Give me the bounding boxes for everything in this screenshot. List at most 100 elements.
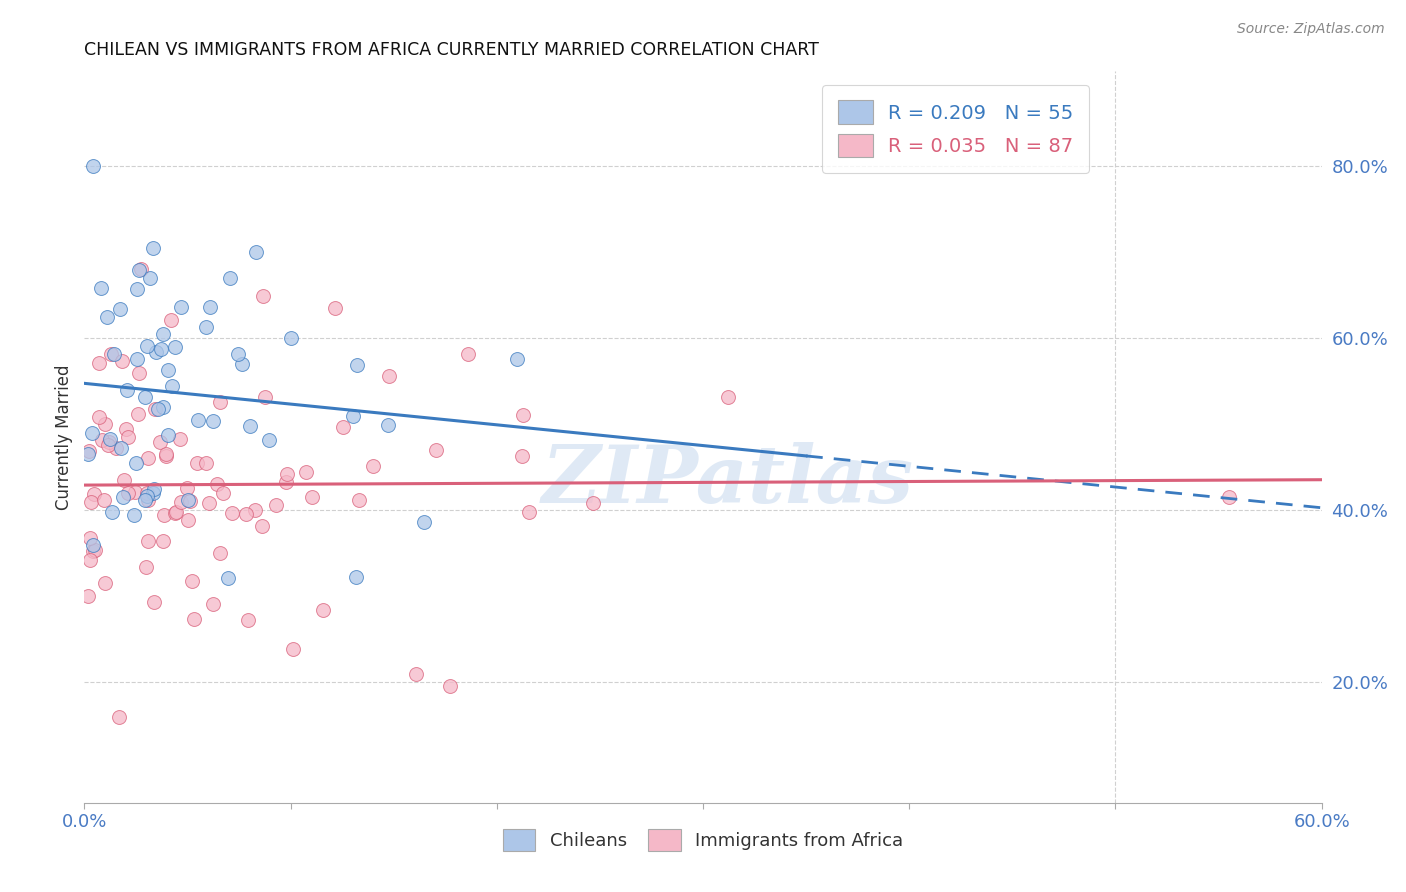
Point bbox=[439, 680, 461, 694]
Point bbox=[117, 430, 139, 444]
Point bbox=[79, 531, 101, 545]
Point bbox=[152, 400, 174, 414]
Point bbox=[1218, 490, 1240, 504]
Point bbox=[82, 425, 104, 440]
Point bbox=[163, 506, 186, 520]
Point bbox=[136, 534, 159, 549]
Point bbox=[183, 612, 205, 626]
Point bbox=[221, 506, 243, 520]
Point bbox=[181, 574, 204, 588]
Point bbox=[250, 519, 273, 533]
Point bbox=[125, 351, 148, 366]
Point bbox=[312, 603, 335, 617]
Point bbox=[152, 508, 174, 522]
Point bbox=[205, 476, 228, 491]
Point bbox=[127, 408, 149, 422]
Point bbox=[91, 433, 114, 447]
Y-axis label: Currently Married: Currently Married bbox=[55, 364, 73, 510]
Point bbox=[103, 347, 125, 361]
Point bbox=[77, 443, 100, 458]
Point bbox=[122, 508, 145, 523]
Point bbox=[143, 595, 166, 609]
Point bbox=[98, 432, 121, 446]
Point bbox=[139, 271, 162, 285]
Point bbox=[146, 402, 169, 417]
Point bbox=[125, 456, 148, 470]
Point bbox=[179, 494, 201, 508]
Point bbox=[115, 383, 138, 397]
Point bbox=[198, 300, 221, 314]
Point bbox=[717, 390, 740, 404]
Point bbox=[212, 485, 235, 500]
Point bbox=[105, 442, 128, 456]
Point bbox=[295, 465, 318, 479]
Point bbox=[281, 642, 304, 657]
Point bbox=[134, 390, 156, 404]
Point bbox=[114, 422, 136, 436]
Point bbox=[112, 473, 135, 487]
Point bbox=[253, 390, 276, 404]
Point bbox=[170, 300, 193, 314]
Point bbox=[83, 542, 105, 557]
Point bbox=[157, 428, 180, 442]
Point bbox=[413, 516, 436, 530]
Point bbox=[231, 357, 253, 371]
Point bbox=[349, 493, 371, 508]
Point bbox=[217, 571, 239, 585]
Point bbox=[165, 505, 187, 519]
Point bbox=[82, 543, 104, 558]
Point bbox=[582, 496, 605, 510]
Point bbox=[135, 486, 157, 500]
Point bbox=[100, 347, 122, 361]
Point bbox=[128, 263, 150, 277]
Point bbox=[457, 346, 479, 360]
Point bbox=[257, 433, 280, 447]
Point bbox=[342, 409, 364, 424]
Point bbox=[108, 710, 131, 724]
Point bbox=[111, 490, 134, 504]
Point bbox=[332, 420, 354, 434]
Point bbox=[97, 438, 120, 452]
Point bbox=[77, 589, 100, 603]
Point bbox=[506, 351, 529, 366]
Point bbox=[169, 432, 191, 446]
Point bbox=[517, 505, 540, 519]
Point bbox=[512, 408, 534, 422]
Point bbox=[238, 613, 260, 627]
Point bbox=[128, 366, 150, 380]
Point bbox=[152, 327, 174, 342]
Point bbox=[202, 597, 225, 611]
Point bbox=[377, 417, 399, 432]
Legend: Chileans, Immigrants from Africa: Chileans, Immigrants from Africa bbox=[494, 820, 912, 860]
Point bbox=[98, 435, 121, 450]
Point bbox=[79, 553, 101, 567]
Point bbox=[111, 354, 134, 368]
Point bbox=[405, 666, 427, 681]
Text: ZIPatlas: ZIPatlas bbox=[541, 442, 914, 520]
Point bbox=[93, 576, 115, 591]
Point bbox=[160, 379, 183, 393]
Point bbox=[87, 356, 110, 370]
Point bbox=[266, 498, 288, 512]
Point bbox=[143, 402, 166, 417]
Point bbox=[82, 538, 104, 552]
Point bbox=[94, 417, 117, 432]
Point bbox=[208, 395, 231, 409]
Point bbox=[100, 505, 122, 519]
Point bbox=[83, 486, 105, 500]
Point bbox=[93, 493, 115, 508]
Point bbox=[361, 458, 384, 473]
Point bbox=[149, 342, 172, 356]
Point bbox=[87, 410, 110, 425]
Point bbox=[77, 447, 100, 461]
Point bbox=[155, 450, 177, 464]
Point bbox=[176, 481, 198, 495]
Point bbox=[239, 419, 262, 434]
Text: Source: ZipAtlas.com: Source: ZipAtlas.com bbox=[1237, 22, 1385, 37]
Point bbox=[117, 486, 139, 500]
Point bbox=[170, 495, 193, 509]
Point bbox=[142, 241, 165, 255]
Point bbox=[96, 310, 118, 325]
Point bbox=[510, 449, 533, 463]
Point bbox=[177, 492, 200, 507]
